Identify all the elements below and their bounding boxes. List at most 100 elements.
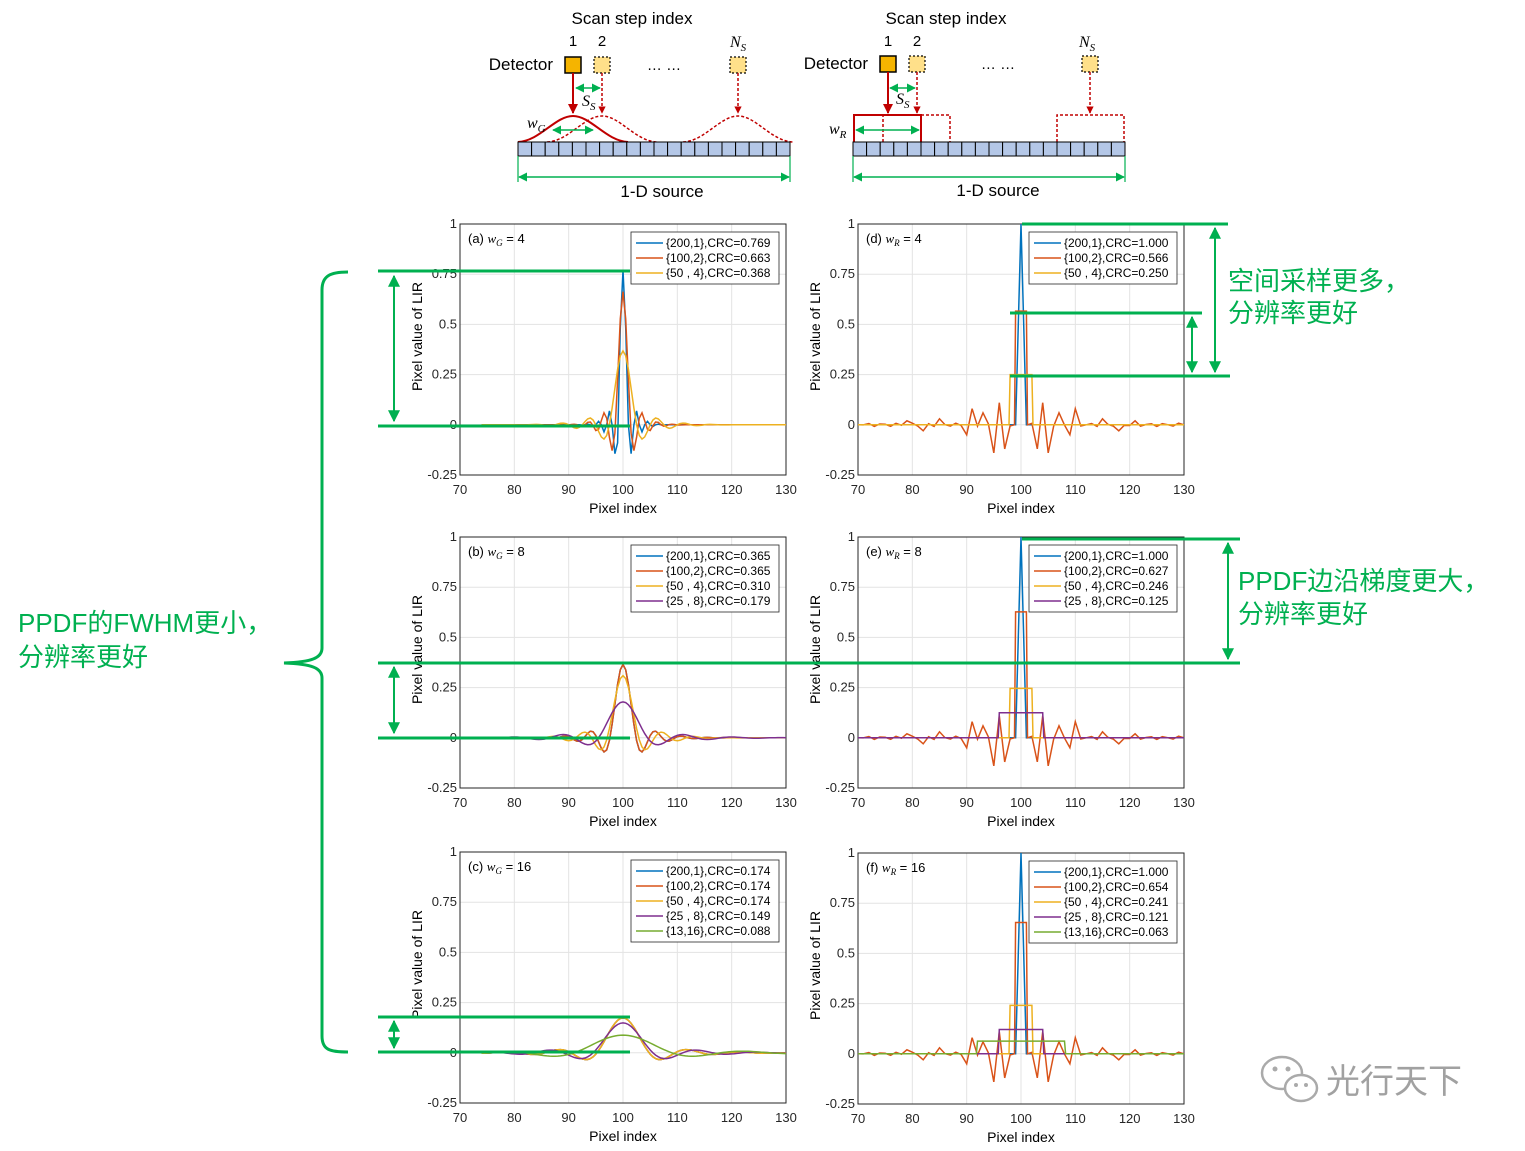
x-tick-label: 130	[775, 482, 797, 497]
source-pixel	[517, 141, 533, 157]
panel-label: (c) wG = 16	[468, 859, 531, 876]
legend-entry: {100,2},CRC=0.566	[1064, 251, 1169, 265]
x-tick-label: 120	[721, 482, 743, 497]
detector-label: Detector	[489, 55, 554, 74]
x-tick-label: 110	[1065, 795, 1086, 810]
source-pixel	[1110, 141, 1126, 157]
detector-box-ns	[729, 56, 747, 74]
legend-entry: {200,1},CRC=1.000	[1064, 236, 1169, 250]
chart-a: 70 80 90 100 110 120 130 -0.25 0 0.25 0.5 0.75 1 Pixe…	[409, 216, 797, 516]
ns-label: NS	[729, 34, 747, 54]
step-2-label-right: 2	[913, 33, 921, 50]
y-tick-label: 0.25	[432, 367, 457, 382]
ss-label-right: SS	[896, 91, 910, 111]
scan-step-label: Scan step index	[572, 9, 693, 28]
chart-d: 70 80 90 100 110 120 130 -0.25 0 0.25 0.5 0.75 1 Pixe…	[807, 216, 1195, 516]
x-tick-label: 70	[851, 795, 865, 810]
rect-kernel-ns	[1056, 114, 1125, 142]
chart-b: 708090100110120130-0.2500.250.50.751Pixe…	[409, 529, 797, 829]
schematic-gaussian: Scan step index 1 2 NS Detector … … SS w…	[489, 9, 794, 201]
source-pixel	[558, 141, 573, 157]
y-tick-label: 1	[848, 216, 855, 231]
x-tick-label: 130	[775, 1110, 797, 1125]
legend-entry: {100,2},CRC=0.627	[1064, 564, 1169, 578]
legend-box	[1028, 231, 1178, 285]
y-tick-label: -0.25	[427, 1095, 457, 1110]
source-label-right: 1-D source	[956, 181, 1039, 200]
source-pixel	[775, 141, 791, 157]
y-tick-label: 1	[450, 529, 457, 544]
x-tick-label: 70	[453, 482, 467, 497]
y-tick-label: 0.75	[830, 266, 855, 281]
legend-entry: {50 , 4},CRC=0.310	[666, 579, 771, 593]
legend-entry: {100,2},CRC=0.663	[666, 251, 771, 265]
y-axis-label: Pixel value of LIR	[409, 595, 425, 704]
x-axis-label: Pixel index	[589, 500, 657, 516]
legend: {200,1},CRC=1.000{100,2},CRC=0.627{50 , …	[1028, 544, 1178, 613]
legend-entry: {50 , 4},CRC=0.241	[1064, 895, 1169, 909]
legend-entry: {50 , 4},CRC=0.246	[1064, 579, 1169, 593]
x-tick-label: 100	[1010, 1111, 1032, 1126]
axes-box	[459, 851, 787, 1104]
gaussian-kernel-1	[517, 114, 629, 143]
source-pixel	[1070, 141, 1085, 157]
x-tick-label: 100	[1010, 795, 1032, 810]
annotation-overlays: PPDF的FWHM更小， 分辨率更好 空间采样更多， 分辨率更好 PPDF边沿梯…	[18, 222, 1489, 1054]
left-annotation-line-2: 分辨率更好	[18, 642, 148, 672]
panel-label: (e) wR = 8	[866, 544, 922, 561]
y-tick-label: 1	[450, 844, 457, 859]
legend-entry: {100,2},CRC=0.654	[1064, 880, 1169, 894]
x-tick-label: 70	[851, 482, 865, 497]
source-pixel	[893, 141, 908, 157]
x-tick-label: 110	[667, 795, 688, 810]
source-pixel	[735, 141, 750, 157]
legend-entry: {200,1},CRC=0.174	[666, 864, 771, 878]
x-tick-label: 80	[507, 1110, 521, 1125]
y-tick-label: 0.5	[837, 629, 855, 644]
series-line-4	[481, 1034, 787, 1057]
y-tick-label: -0.25	[825, 467, 855, 482]
legend-entry: {100,2},CRC=0.174	[666, 879, 771, 893]
ns-label-right: NS	[1078, 34, 1096, 54]
source-pixel	[1056, 141, 1072, 157]
source-pixel	[947, 141, 963, 157]
x-tick-label: 110	[667, 482, 688, 497]
x-tick-label: 120	[721, 795, 743, 810]
legend: {200,1},CRC=1.000{100,2},CRC=0.654{50 , …	[1028, 860, 1178, 944]
x-tick-label: 130	[1173, 1111, 1195, 1126]
source-pixel	[544, 141, 560, 157]
source-pixel	[974, 141, 990, 157]
y-tick-label: 0.5	[439, 629, 457, 644]
y-tick-label: -0.25	[427, 467, 457, 482]
y-tick-label: 0.25	[830, 680, 855, 695]
source-pixel	[626, 141, 641, 157]
legend-entry: {25 , 8},CRC=0.121	[1064, 910, 1169, 924]
x-tick-label: 70	[453, 1110, 467, 1125]
chart-panels: 70 80 90 100 110 120 130-0.2500.250.50.751Pixe…	[409, 216, 1195, 1145]
y-tick-label: 0.75	[432, 266, 457, 281]
legend-entry: {200,1},CRC=0.365	[666, 549, 771, 563]
x-tick-label: 130	[1173, 482, 1195, 497]
rect-kernel-1	[853, 114, 922, 142]
y-tick-label: 0.75	[830, 579, 855, 594]
source-pixel	[667, 141, 682, 157]
source-pixel	[906, 141, 922, 157]
x-tick-label: 90	[959, 795, 973, 810]
legend: {200,1},CRC=0.174{100,2},CRC=0.174{50 , …	[630, 859, 780, 943]
detector-box-1	[564, 56, 582, 74]
source-pixel	[571, 141, 587, 157]
source-pixel	[748, 141, 764, 157]
panel-label: (a) wG = 4	[468, 231, 525, 248]
y-tick-label: 0.25	[432, 995, 457, 1010]
source-pixel	[1029, 141, 1044, 157]
y-axis-label: Pixel value of LIR	[807, 911, 823, 1020]
x-axis-label: Pixel index	[589, 813, 657, 829]
source-pixel	[680, 141, 696, 157]
rect-kernel-2	[882, 114, 951, 142]
dots-label: … …	[647, 57, 681, 74]
y-tick-label: 1	[848, 845, 855, 860]
x-axis-label: Pixel index	[987, 813, 1055, 829]
source-pixel	[988, 141, 1004, 157]
x-axis-label: Pixel index	[589, 1128, 657, 1144]
y-axis-label: Pixel value of LIR	[409, 910, 425, 1019]
